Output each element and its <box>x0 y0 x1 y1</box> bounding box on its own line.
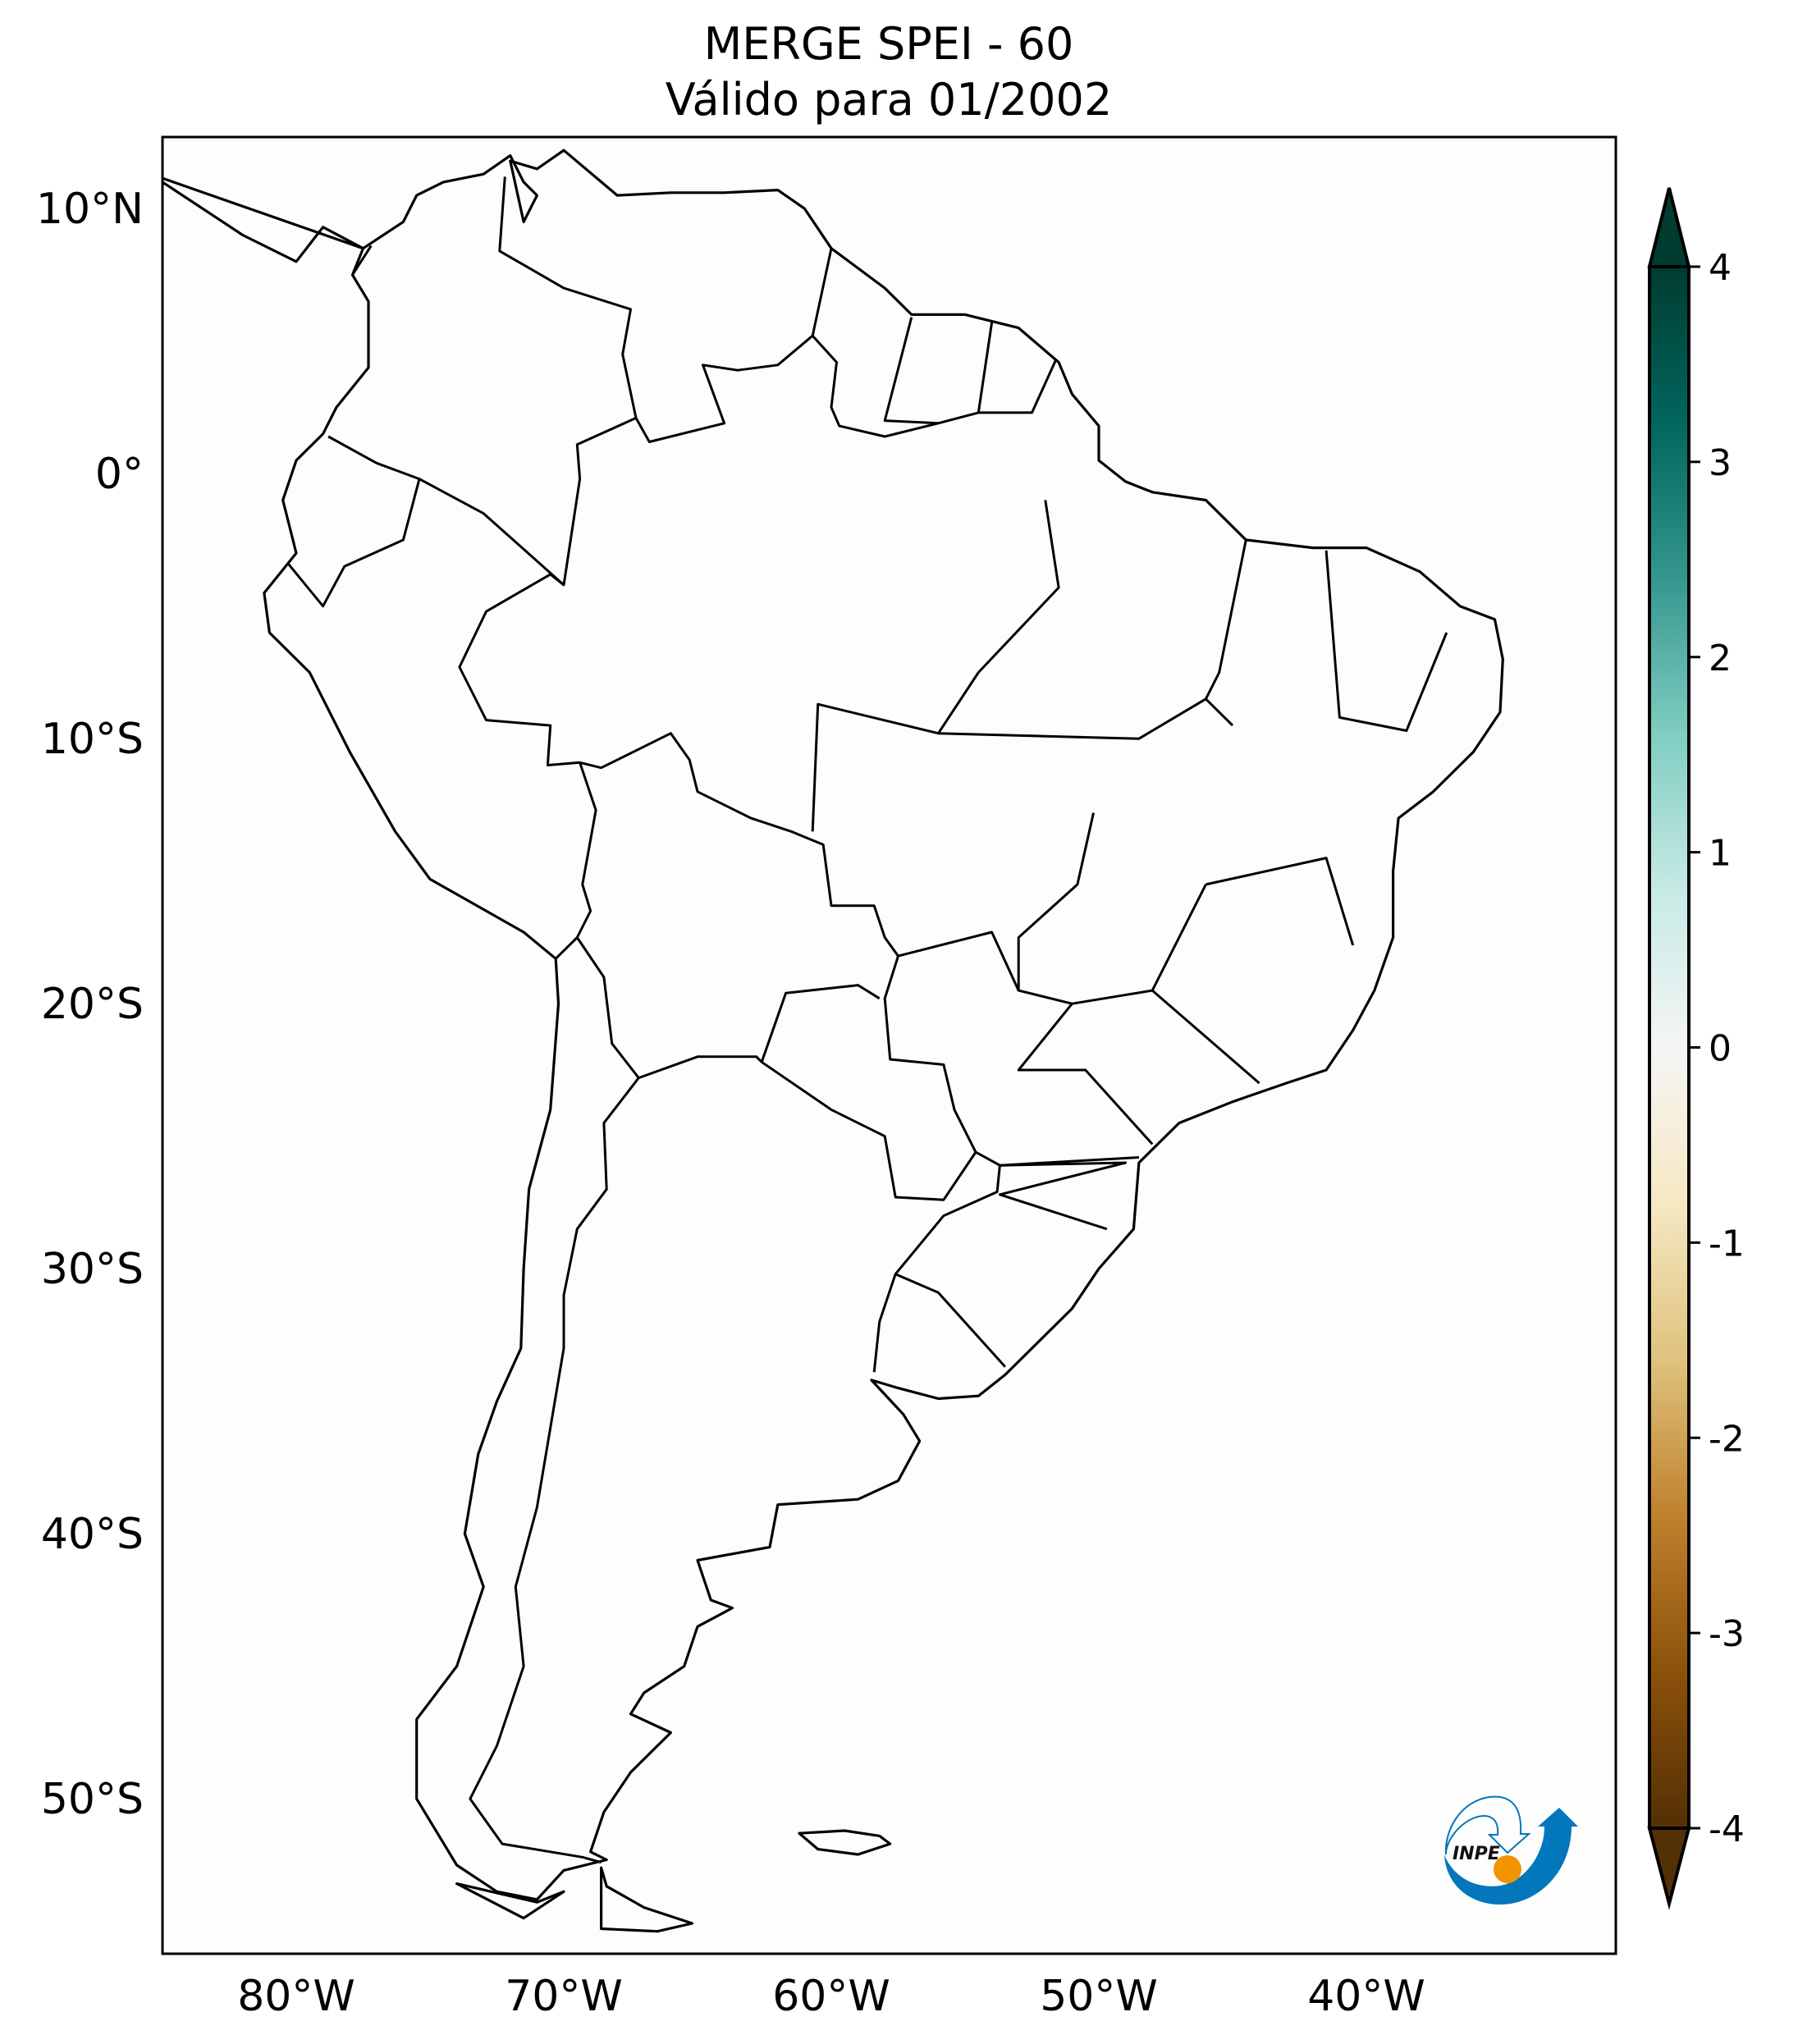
y-tick-label: 10°N <box>36 185 144 234</box>
x-tick-label: 60°W <box>772 1972 890 2021</box>
colorbar-tick-label: 0 <box>1709 1028 1732 1070</box>
logo-text: INPE <box>1453 1844 1500 1864</box>
coastline-south-america <box>162 149 1504 1901</box>
colorbar-tick-label: 3 <box>1709 442 1732 484</box>
coastline-island <box>600 1866 694 1933</box>
map-frame <box>161 135 1617 1955</box>
political-border <box>898 931 1020 991</box>
colorbar-body <box>1648 265 1690 1830</box>
x-axis-ticks: 80°W 70°W 60°W 50°W 40°W <box>237 1972 1425 2021</box>
political-border <box>327 435 565 587</box>
x-tick-label: 40°W <box>1307 1972 1425 2021</box>
political-border <box>1017 1003 1154 1145</box>
political-border <box>883 317 939 425</box>
political-border <box>998 1161 1128 1231</box>
x-tick-label: 80°W <box>237 1972 355 2021</box>
y-tick-label: 30°S <box>41 1245 144 1294</box>
political-border <box>1206 857 1355 946</box>
y-tick-label: 50°S <box>41 1775 144 1824</box>
political-border <box>469 1077 640 1864</box>
political-border <box>938 697 1234 740</box>
political-border <box>576 936 763 1080</box>
y-axis-ticks: 10°N 0° 10°S 20°S 30°S 40°S 50°S <box>36 185 144 1824</box>
map-area <box>162 137 1616 1954</box>
political-border <box>1151 989 1260 1085</box>
political-border <box>458 334 1058 1368</box>
x-tick-label: 50°W <box>1040 1972 1158 2021</box>
political-border <box>977 322 994 414</box>
x-tick-label: 70°W <box>505 1972 623 2021</box>
political-border <box>811 500 1060 832</box>
political-border <box>555 761 597 960</box>
colorbar-tick-label: 1 <box>1709 833 1732 875</box>
title-line-1: MERGE SPEI - 60 <box>704 18 1074 70</box>
political-border <box>498 176 638 418</box>
coastline-island <box>798 1829 892 1856</box>
coastline-island <box>455 1882 565 1920</box>
colorbar-ticks: 4 3 2 1 0 -1 -2 -3 -4 <box>1689 247 1745 1850</box>
political-border <box>287 478 421 608</box>
political-border <box>351 245 373 276</box>
colorbar: 4 3 2 1 0 -1 -2 -3 -4 <box>1647 187 1745 1910</box>
y-tick-label: 40°S <box>41 1510 144 1559</box>
y-tick-label: 0° <box>95 450 144 499</box>
political-border <box>1000 1156 1139 1167</box>
colorbar-tick-label: -3 <box>1709 1613 1745 1655</box>
colorbar-tick-label: 4 <box>1709 247 1732 289</box>
colorbar-tick-label: -1 <box>1709 1223 1745 1264</box>
y-tick-label: 10°S <box>41 715 144 764</box>
political-border <box>1205 539 1247 700</box>
inpe-logo: INPE <box>1444 1795 1578 1905</box>
colorbar-tick-label: -4 <box>1709 1809 1745 1850</box>
colorbar-tick-label: -2 <box>1709 1418 1745 1460</box>
political-border <box>760 984 881 1063</box>
political-border <box>1324 550 1448 732</box>
y-tick-label: 20°S <box>41 980 144 1029</box>
colorbar-extend-upper <box>1647 187 1691 268</box>
colorbar-tick-label: 2 <box>1709 638 1732 679</box>
political-border <box>872 1273 897 1373</box>
title-line-2: Válido para 01/2002 <box>666 74 1112 126</box>
political-border <box>811 248 833 336</box>
colorbar-extend-lower <box>1647 1827 1691 1910</box>
political-border <box>761 1061 977 1201</box>
